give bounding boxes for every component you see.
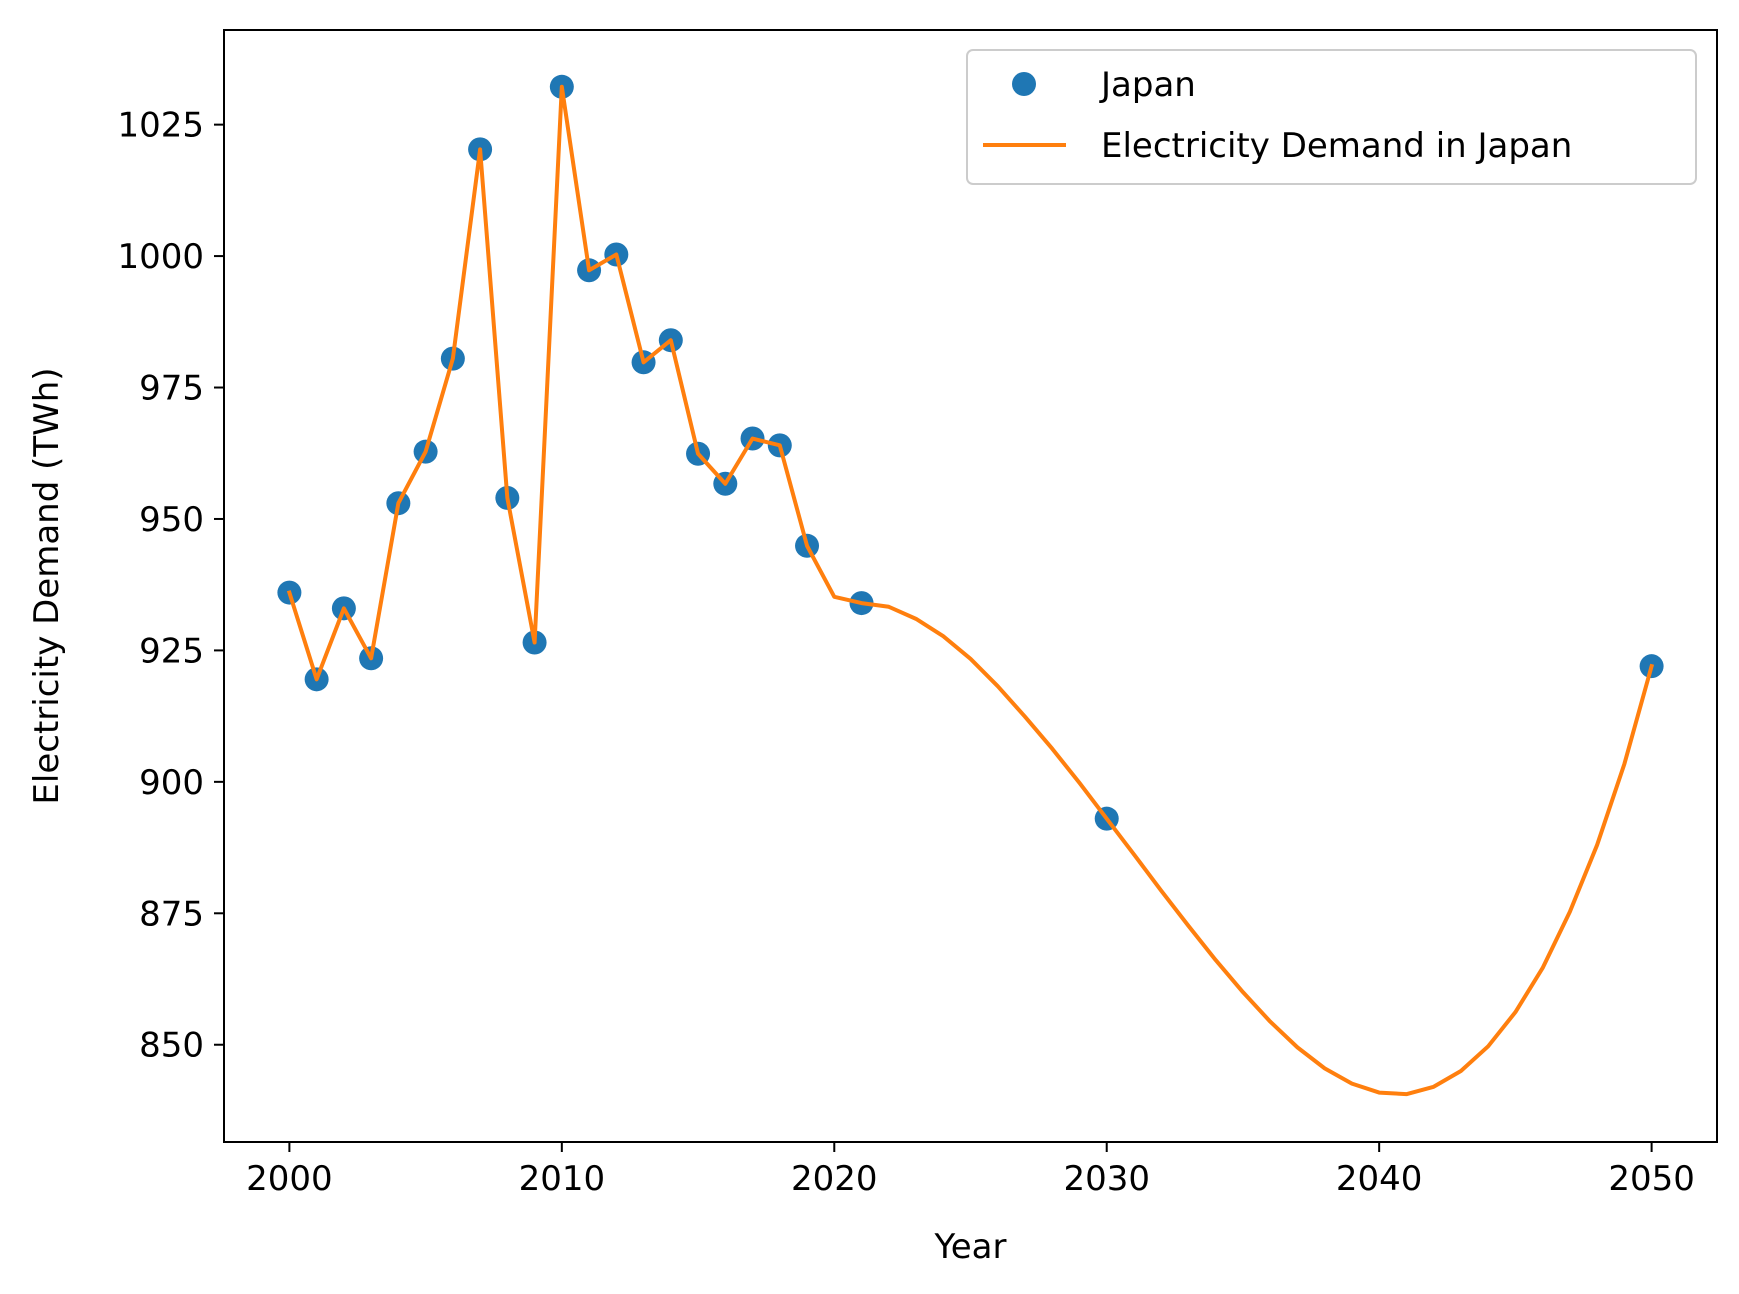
x-tick-label: 2000 [246,1159,333,1199]
chart-marks [277,74,1664,1097]
y-tick-label: 1000 [117,237,204,277]
x-tick-label: 2050 [1608,1159,1695,1199]
series-line-demand [286,84,1655,1097]
y-tick-label: 950 [139,500,204,540]
y-axis-label: Electricity Demand (TWh) [27,367,67,804]
legend-box [966,49,1697,185]
y-tick-label: 925 [139,631,204,671]
y-tick-label: 1025 [117,106,204,146]
x-axis-label: Year [934,1227,1007,1267]
legend: Japan Electricity Demand in Japan [966,49,1697,185]
legend-label-demand: Electricity Demand in Japan [1101,126,1572,166]
legend-marker-japan [1012,72,1036,96]
x-tick-label: 2030 [1063,1159,1150,1199]
legend-label-japan: Japan [1099,65,1196,105]
x-tick-label: 2010 [519,1159,606,1199]
y-tick-label: 850 [139,1026,204,1066]
x-tick-label: 2020 [791,1159,878,1199]
plot-frame [223,29,1718,1143]
y-tick-label: 975 [139,369,204,409]
y-tick-label: 875 [139,894,204,934]
x-tick-label: 2040 [1336,1159,1423,1199]
axis-ticks: 2000 2010 2020 2030 2040 2050 850 875 900 925 950 9… [117,106,1694,1199]
y-tick-label: 900 [139,763,204,803]
